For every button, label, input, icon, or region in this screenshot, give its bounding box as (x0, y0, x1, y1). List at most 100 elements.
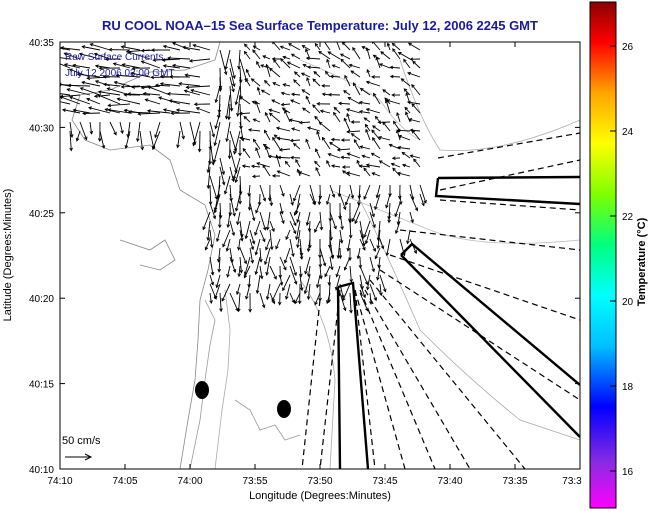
current-vector-head (273, 58, 277, 63)
current-vector (333, 107, 341, 114)
current-vector-head (375, 56, 379, 61)
current-vector (354, 211, 361, 224)
current-vector-head (248, 308, 252, 313)
current-vector-head (101, 145, 106, 150)
current-vector-head (292, 230, 297, 235)
current-vector-head (272, 136, 276, 141)
current-vector-head (301, 89, 306, 93)
current-vector (153, 58, 171, 61)
current-vector (177, 130, 181, 148)
current-vector-head (72, 108, 77, 113)
current-vector (244, 43, 251, 51)
scale-arrow-head (84, 453, 93, 461)
current-vector-head (377, 135, 382, 140)
current-vector (312, 104, 321, 114)
current-vector (366, 164, 381, 168)
current-vector-head (150, 75, 155, 80)
current-vector (90, 43, 111, 51)
current-vector (272, 42, 281, 51)
current-vector (349, 220, 352, 238)
current-vector (259, 247, 262, 262)
current-vector (245, 283, 251, 299)
current-vector-head (327, 153, 332, 157)
current-vector-head (301, 45, 306, 49)
current-vector (359, 292, 369, 311)
colorbar-tick-label: 16 (622, 467, 634, 478)
current-vector (331, 139, 341, 141)
current-vector (291, 127, 301, 132)
current-vector-head (350, 120, 355, 124)
current-vector (324, 42, 331, 51)
current-vector (238, 265, 241, 277)
current-vector-head (376, 245, 381, 250)
current-vector-head (296, 244, 300, 249)
y-tick-labels: 40:35 40:30 40:25 40:20 40:15 40:10 (29, 38, 54, 476)
current-vector (386, 99, 401, 105)
current-vector-head (298, 120, 303, 125)
current-vector-head (285, 295, 289, 300)
current-vector-head (262, 164, 266, 169)
current-vector-head (299, 273, 303, 278)
current-vector-head (388, 143, 393, 148)
current-vector-head (81, 45, 86, 49)
x-tick-label: 74:10 (47, 476, 72, 487)
current-vector-head (55, 56, 58, 59)
current-vector-head (342, 307, 347, 312)
current-vector (330, 75, 341, 78)
current-vector-head (336, 147, 341, 152)
current-vector (69, 130, 72, 151)
current-vector (163, 65, 181, 69)
current-vector (278, 156, 291, 159)
current-vector (408, 42, 421, 51)
current-vector-head (252, 118, 257, 122)
current-vector-head (295, 158, 299, 163)
current-vector (366, 81, 381, 87)
current-vector (114, 81, 131, 87)
current-vector-head (318, 50, 323, 55)
current-vector-head (211, 133, 216, 138)
current-vector (259, 292, 265, 308)
current-vector (239, 137, 251, 141)
current-vector-head (281, 107, 286, 111)
current-vector-head (84, 136, 88, 141)
current-vector-head (76, 72, 81, 77)
current-vector-head (315, 166, 319, 171)
current-vector-head (158, 96, 163, 100)
current-vector (389, 144, 401, 150)
current-vector-head (197, 148, 202, 153)
current-vector (285, 161, 291, 168)
current-vector (264, 247, 271, 265)
current-vector-head (403, 58, 407, 63)
current-vector (358, 193, 361, 206)
current-vector-head (275, 154, 279, 159)
current-vector (128, 93, 151, 96)
current-vector (299, 265, 302, 277)
current-vector (248, 274, 251, 288)
current-vector-head (378, 160, 383, 164)
current-vector-head (406, 100, 411, 105)
current-vector-head (215, 284, 219, 289)
current-vector-head (127, 92, 131, 96)
current-vector (411, 84, 421, 96)
current-vector (305, 96, 311, 105)
current-vector (77, 73, 101, 78)
current-vector-head (215, 238, 220, 243)
current-vector-head (325, 201, 330, 206)
current-vector-head (66, 88, 71, 92)
current-vector (60, 83, 71, 87)
current-vector (336, 42, 341, 51)
current-vector (216, 274, 221, 288)
current-vector-head (333, 111, 337, 116)
current-vector-head (296, 168, 301, 173)
current-vector (372, 172, 381, 177)
current-vector-head (406, 240, 410, 245)
current-vector (273, 59, 281, 69)
current-vector (225, 49, 231, 70)
current-vector (341, 156, 351, 159)
y-tick-label: 40:10 (29, 465, 54, 476)
current-vector-head (284, 160, 289, 165)
current-vector (64, 63, 81, 69)
current-vector-head (251, 100, 256, 105)
current-vector (269, 112, 281, 123)
current-vector-head (364, 281, 369, 286)
